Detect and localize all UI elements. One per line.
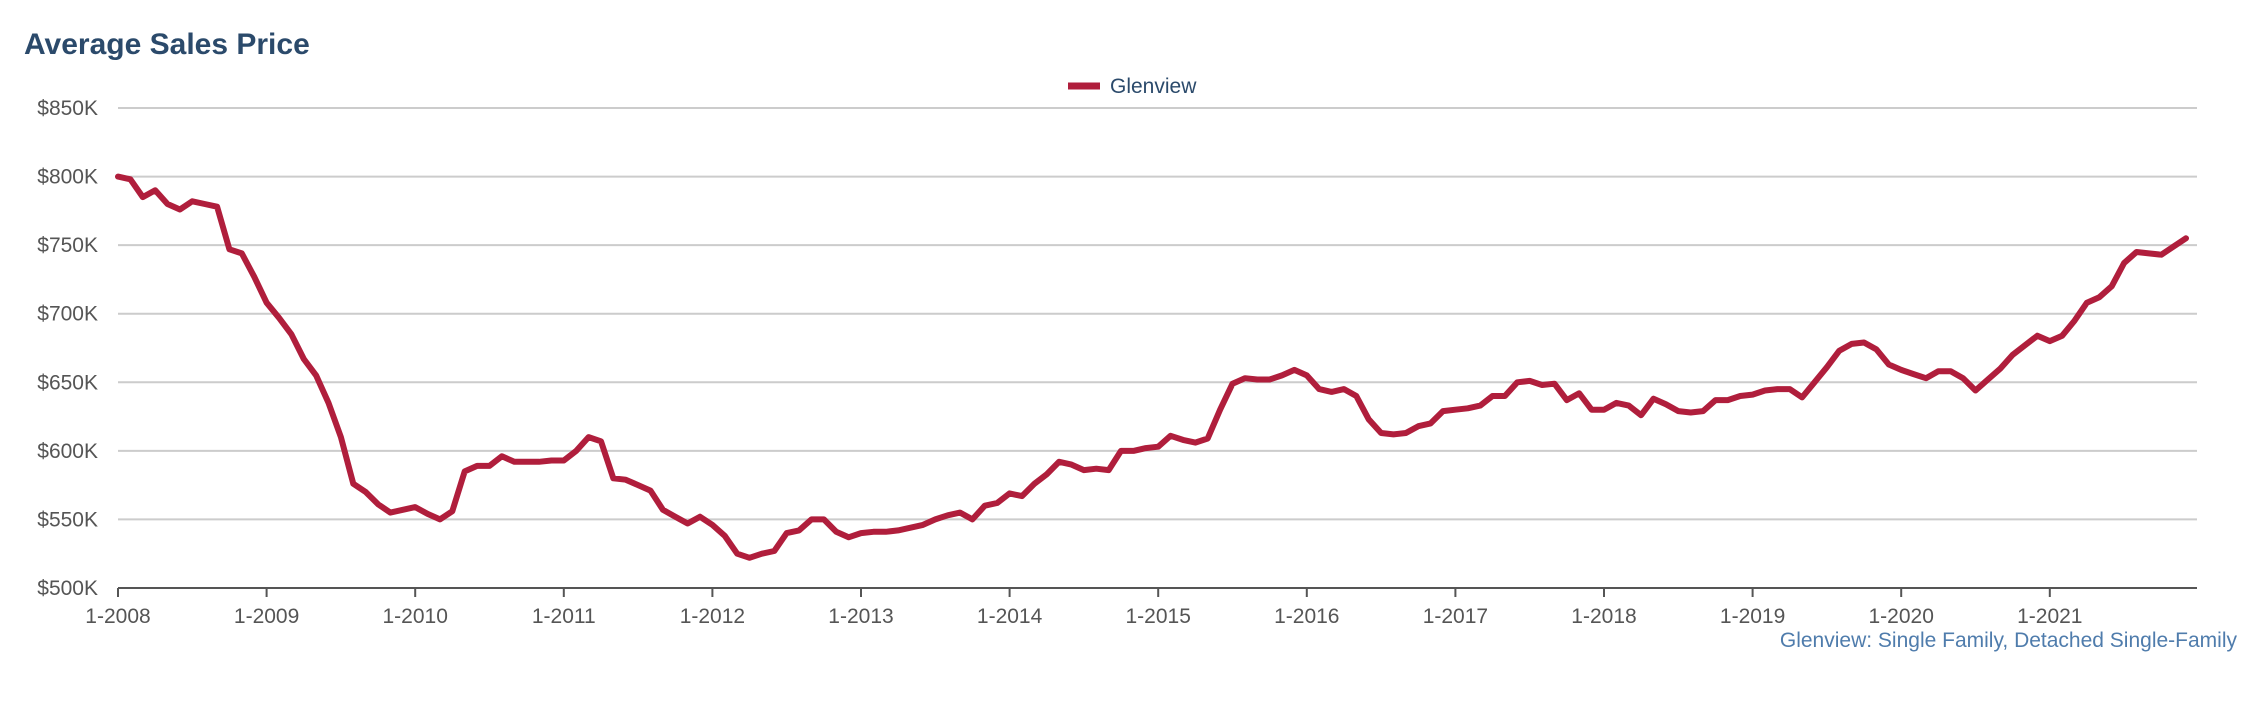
y-tick-label: $850K <box>37 97 98 120</box>
x-tick-label: 1-2021 <box>2017 605 2082 628</box>
x-axis: 1-2008 1-2009 1-2010 1-2011 1-2012 1-2013 1-20… <box>85 587 2197 628</box>
x-tick-label: 1-2015 <box>1126 605 1191 628</box>
x-tick-label: 1-2017 <box>1423 605 1488 628</box>
legend-label[interactable]: Glenview <box>1110 75 1197 98</box>
x-tick-label: 1-2011 <box>532 605 596 628</box>
x-tick-label: 1-2014 <box>977 605 1043 628</box>
series-line-glenview <box>115 173 2189 561</box>
x-tick-label: 1-2016 <box>1274 605 1339 628</box>
y-tick-label: $550K <box>37 508 98 531</box>
y-axis: $500K $550K $600K $650K $700K $750K $800K $850K <box>37 97 98 600</box>
legend: Glenview <box>1068 75 1197 98</box>
y-tick-label: $700K <box>37 303 98 326</box>
x-tick-label: 1-2009 <box>234 605 299 628</box>
x-tick-label: 1-2020 <box>1869 605 1934 628</box>
y-tick-label: $500K <box>37 577 98 600</box>
chart-title: Average Sales Price <box>24 28 310 61</box>
x-tick-label: 1-2012 <box>680 605 745 628</box>
gridlines <box>118 107 2197 521</box>
x-tick-label: 1-2018 <box>1571 605 1636 628</box>
x-tick-label: 1-2008 <box>85 605 150 628</box>
y-tick-label: $600K <box>37 440 98 463</box>
x-tick-label: 1-2013 <box>828 605 893 628</box>
chart-footnote: Glenview: Single Family, Detached Single… <box>1779 629 2237 652</box>
x-tick-label: 1-2010 <box>383 605 448 628</box>
y-tick-label: $800K <box>37 166 98 189</box>
y-tick-label: $750K <box>37 234 98 257</box>
x-tick-label: 1-2019 <box>1720 605 1785 628</box>
series-layer <box>115 173 2189 561</box>
y-tick-label: $650K <box>37 371 98 394</box>
